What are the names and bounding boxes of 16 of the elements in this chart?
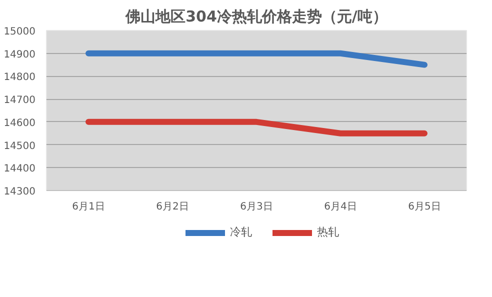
y-tick-label: 14400 bbox=[4, 164, 36, 175]
legend-label: 冷轧 bbox=[230, 224, 252, 240]
y-tick-label: 14900 bbox=[4, 49, 36, 60]
y-tick-label: 14300 bbox=[4, 186, 36, 198]
legend-label: 热轧 bbox=[317, 224, 339, 240]
x-tick-label: 6月4日 bbox=[324, 202, 357, 212]
y-tick-label: 15000 bbox=[4, 26, 36, 38]
x-tick-label: 6月2日 bbox=[156, 202, 189, 212]
x-tick-label: 6月5日 bbox=[408, 202, 441, 212]
y-tick-label: 14800 bbox=[4, 72, 36, 84]
x-tick-label: 6月1日 bbox=[72, 202, 105, 212]
chart-title: 佛山地区304冷热轧价格走势（元/吨） bbox=[124, 8, 388, 26]
y-tick-label: 14600 bbox=[4, 118, 36, 129]
y-tick-label: 14500 bbox=[4, 140, 36, 152]
y-tick-label: 14700 bbox=[4, 95, 36, 106]
x-tick-label: 6月3日 bbox=[240, 202, 273, 212]
